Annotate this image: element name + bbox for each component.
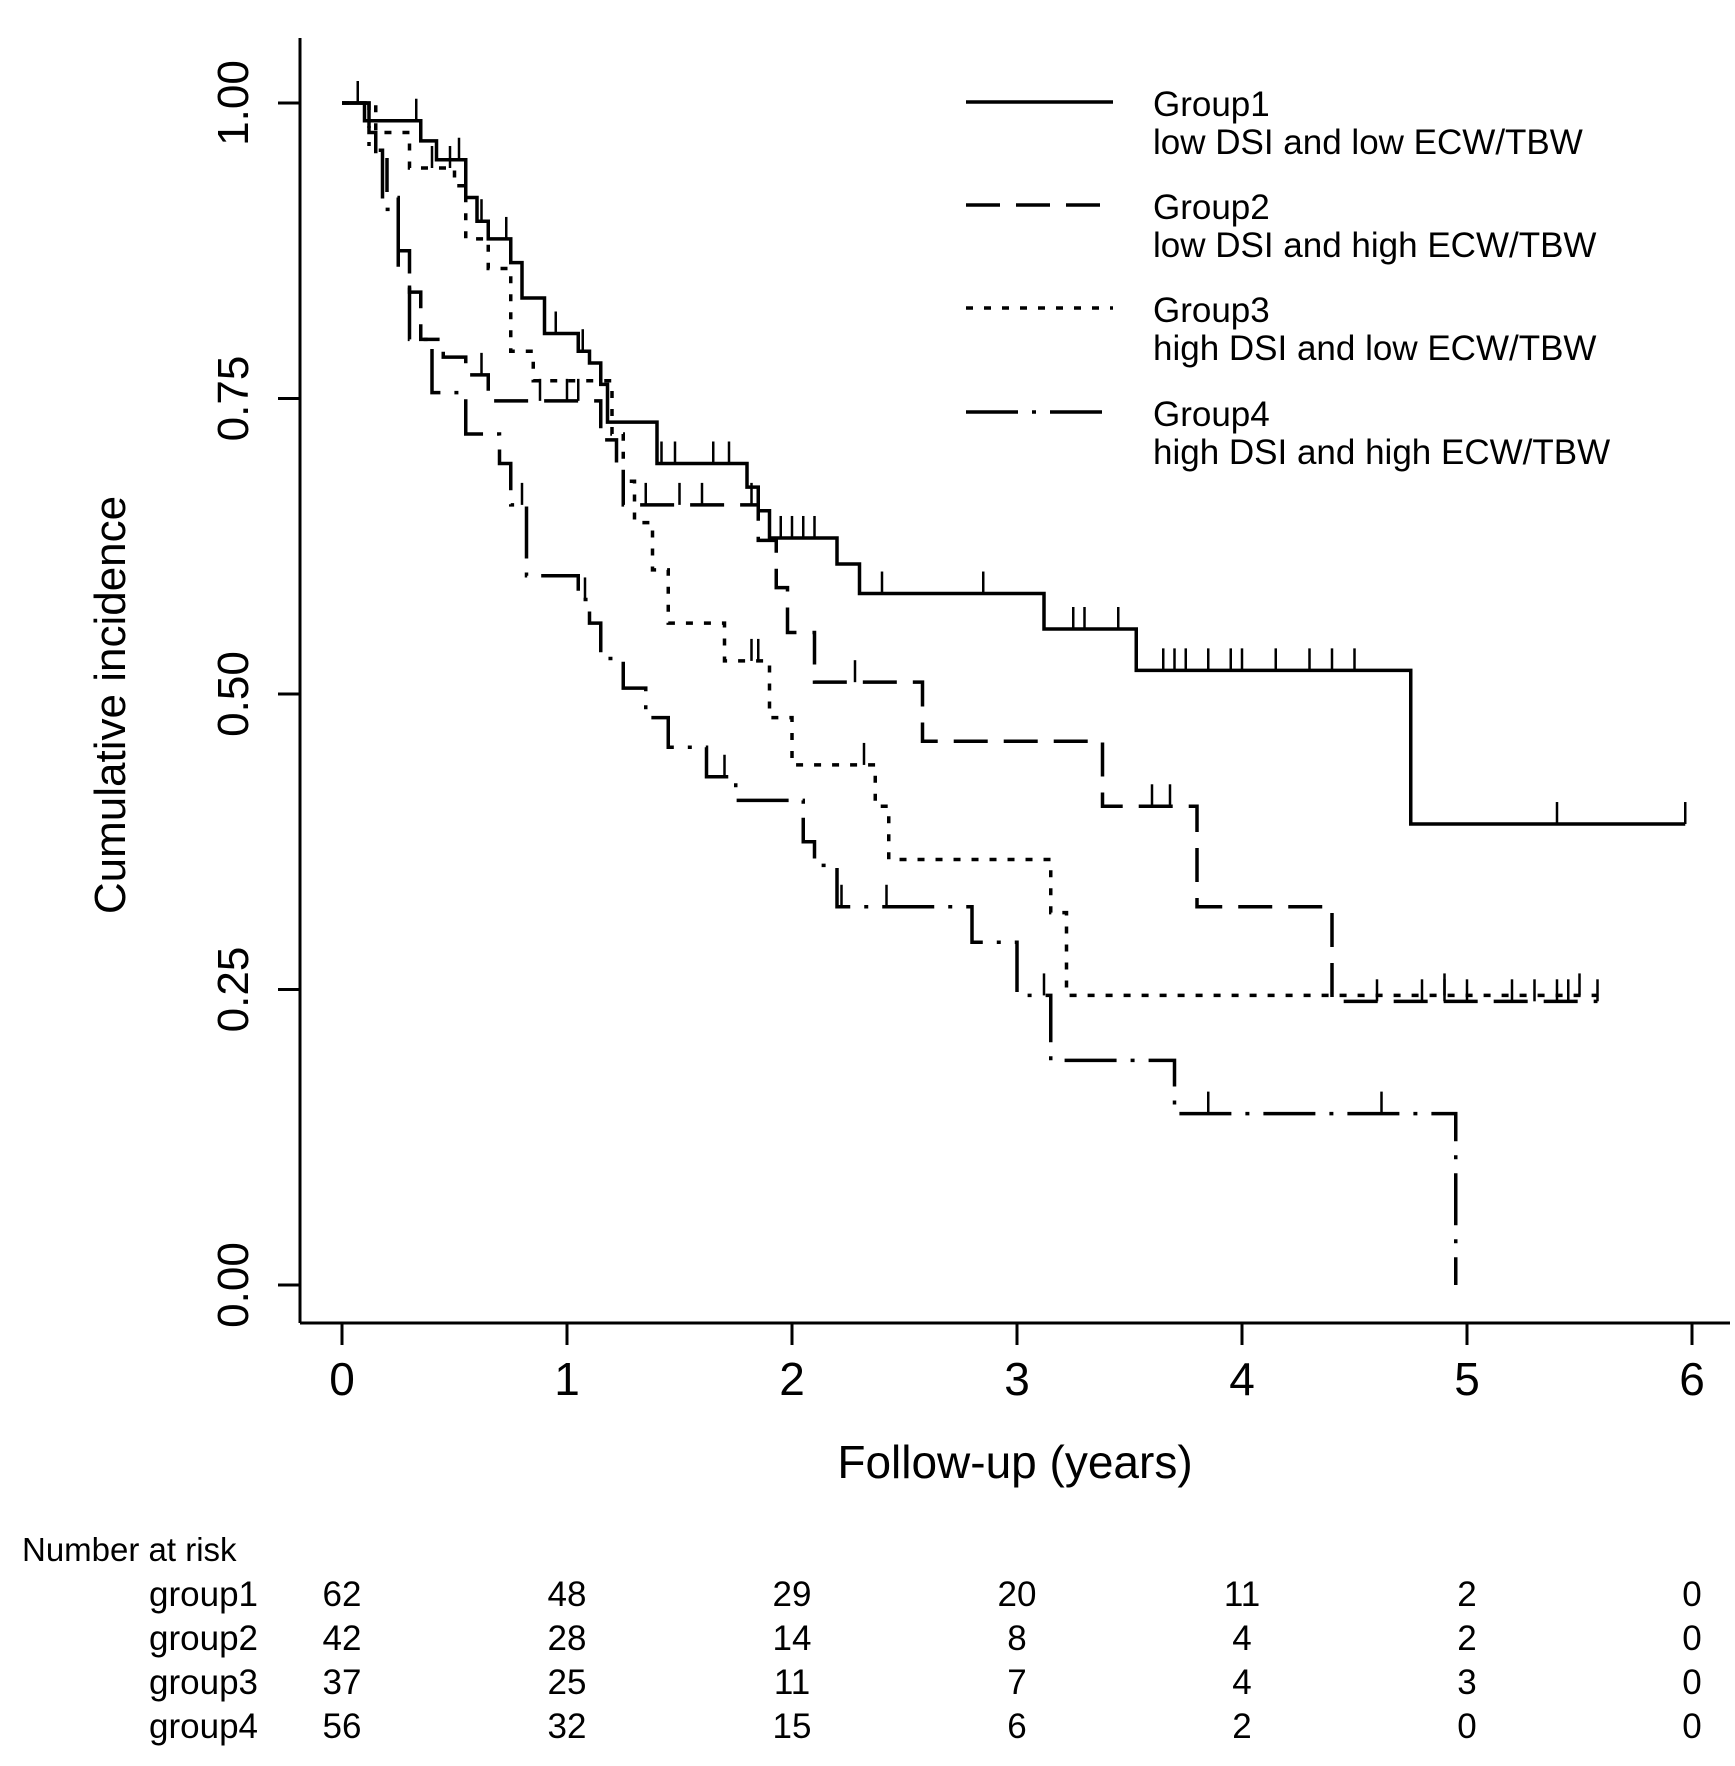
legend-name: Group1 bbox=[1153, 85, 1270, 124]
series-layer bbox=[342, 81, 1687, 1285]
x-tick-label: 4 bbox=[1229, 1353, 1255, 1405]
legend-description: high DSI and high ECW/TBW bbox=[1153, 433, 1610, 472]
risk-row-group4: group4 56 32 15 6 2 0 0 bbox=[149, 1707, 1702, 1746]
x-tick-label: 2 bbox=[779, 1353, 805, 1405]
risk-count: 0 bbox=[1682, 1707, 1701, 1746]
risk-count: 7 bbox=[1007, 1663, 1026, 1702]
risk-count: 37 bbox=[323, 1663, 362, 1702]
risk-row-label: group2 bbox=[149, 1619, 258, 1658]
series-line-group1 bbox=[342, 101, 1686, 826]
risk-table-title: Number at risk bbox=[22, 1531, 237, 1568]
risk-count: 8 bbox=[1007, 1619, 1026, 1658]
risk-count: 2 bbox=[1232, 1707, 1251, 1746]
risk-count: 6 bbox=[1007, 1707, 1026, 1746]
risk-row-label: group4 bbox=[149, 1707, 258, 1746]
x-tick-label: 1 bbox=[554, 1353, 580, 1405]
risk-count: 11 bbox=[1224, 1575, 1260, 1614]
y-tick-label: 0.25 bbox=[209, 947, 258, 1033]
legend-name: Group2 bbox=[1153, 188, 1270, 227]
legend-name: Group4 bbox=[1153, 395, 1270, 434]
y-tick-label: 0.75 bbox=[209, 356, 258, 442]
risk-count: 15 bbox=[773, 1707, 812, 1746]
series-group1 bbox=[342, 81, 1687, 826]
risk-count: 62 bbox=[323, 1575, 362, 1614]
risk-count: 2 bbox=[1457, 1619, 1476, 1658]
y-tick-label: 0.00 bbox=[209, 1242, 258, 1328]
risk-count: 25 bbox=[548, 1663, 587, 1702]
risk-count: 4 bbox=[1232, 1663, 1251, 1702]
x-axis-label: Follow-up (years) bbox=[837, 1436, 1192, 1488]
x-ticks: 0 1 2 3 4 5 6 bbox=[329, 1323, 1705, 1405]
series-group2 bbox=[342, 81, 1599, 1004]
series-line-group4 bbox=[342, 101, 1458, 1285]
risk-count: 42 bbox=[323, 1619, 362, 1658]
risk-count: 56 bbox=[323, 1707, 362, 1746]
series-group3 bbox=[342, 101, 1598, 998]
risk-count: 0 bbox=[1457, 1707, 1476, 1746]
risk-count: 0 bbox=[1682, 1663, 1701, 1702]
risk-count: 2 bbox=[1457, 1575, 1476, 1614]
y-tick-label: 1.00 bbox=[209, 60, 258, 146]
risk-count: 14 bbox=[773, 1619, 812, 1658]
risk-row-label: group3 bbox=[149, 1663, 258, 1702]
legend-description: low DSI and low ECW/TBW bbox=[1153, 123, 1583, 162]
legend-description: high DSI and low ECW/TBW bbox=[1153, 329, 1596, 368]
series-line-group3 bbox=[342, 101, 1598, 998]
x-tick-label: 6 bbox=[1679, 1353, 1705, 1405]
risk-count: 11 bbox=[774, 1663, 810, 1702]
y-ticks: 0.00 0.25 0.50 0.75 1.00 bbox=[209, 60, 300, 1328]
risk-row-label: group1 bbox=[149, 1575, 258, 1614]
x-tick-label: 5 bbox=[1454, 1353, 1480, 1405]
risk-count: 4 bbox=[1232, 1619, 1251, 1658]
risk-count: 29 bbox=[773, 1575, 812, 1614]
series-group4 bbox=[342, 101, 1458, 1285]
x-tick-label: 3 bbox=[1004, 1353, 1030, 1405]
y-axis-label: Cumulative incidence bbox=[86, 496, 135, 914]
risk-row-group1: group1 62 48 29 20 11 2 0 bbox=[149, 1575, 1702, 1614]
risk-count: 20 bbox=[998, 1575, 1037, 1614]
risk-count: 0 bbox=[1682, 1575, 1701, 1614]
risk-count: 32 bbox=[548, 1707, 587, 1746]
risk-row-group3: group3 37 25 11 7 4 3 0 bbox=[149, 1663, 1702, 1702]
axes bbox=[298, 38, 1730, 1325]
series-line-group2 bbox=[342, 101, 1598, 1004]
y-tick-label: 0.50 bbox=[209, 651, 258, 737]
risk-count: 48 bbox=[548, 1575, 587, 1614]
risk-row-group2: group2 42 28 14 8 4 2 0 bbox=[149, 1619, 1702, 1658]
risk-count: 0 bbox=[1682, 1619, 1701, 1658]
risk-count: 3 bbox=[1457, 1663, 1476, 1702]
legend-name: Group3 bbox=[1153, 291, 1270, 330]
x-tick-label: 0 bbox=[329, 1353, 355, 1405]
risk-count: 28 bbox=[548, 1619, 587, 1658]
legend-description: low DSI and high ECW/TBW bbox=[1153, 226, 1596, 265]
